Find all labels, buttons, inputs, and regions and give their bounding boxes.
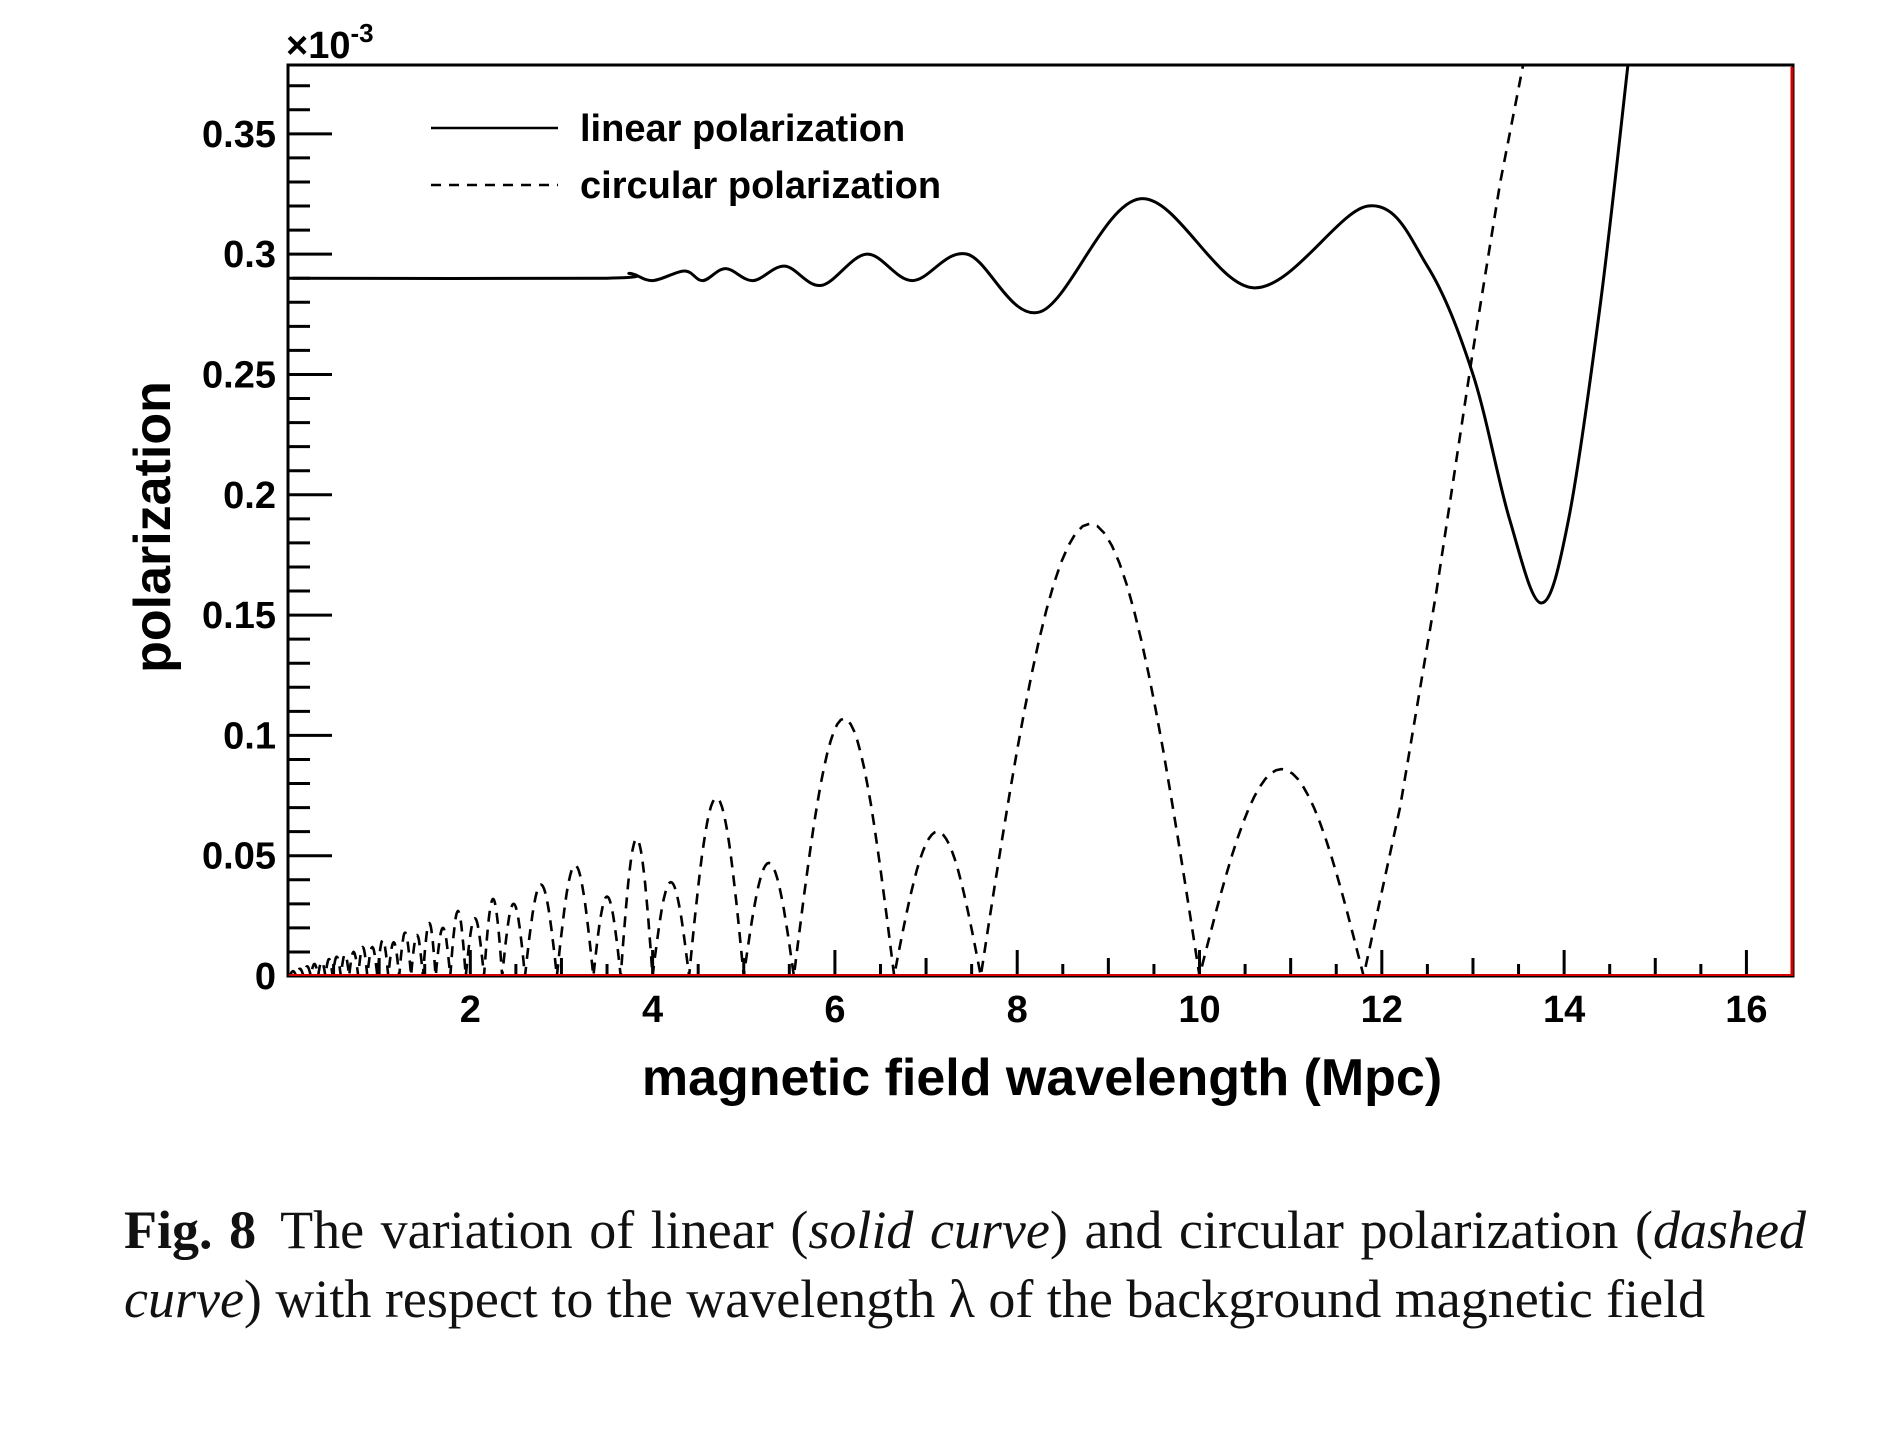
legend-circular-label: circular polarization: [580, 165, 941, 207]
y-tick-label: 0.35: [202, 114, 276, 156]
y-tick-label: 0.25: [202, 354, 276, 396]
y-tick-label: 0.2: [223, 475, 276, 517]
x-tick-label: 2: [460, 989, 481, 1031]
legend-linear-label: linear polarization: [580, 108, 905, 150]
y-tick-label: 0.05: [202, 836, 276, 878]
x-tick-label: 6: [824, 989, 845, 1031]
legend: linear polarization circular polarizatio…: [431, 108, 941, 207]
axis-ticks: [288, 84, 1748, 978]
x-tick-label: 4: [642, 989, 663, 1031]
y-multiplier: ×10-3: [286, 18, 374, 67]
figure-caption: Fig. 8 The variation of linear (solid cur…: [124, 1196, 1806, 1334]
caption-label: Fig. 8: [124, 1200, 257, 1260]
plot-curves: [288, 65, 1630, 976]
y-tick-label: 0.1: [223, 715, 276, 757]
caption-italic: dashed curve: [124, 1200, 1806, 1329]
caption-text: The variation of linear (: [280, 1200, 809, 1260]
caption-text: ) and circular polarization (: [1049, 1200, 1653, 1260]
x-tick-label: 16: [1725, 989, 1767, 1031]
circular-polarization-curve: [288, 65, 1525, 976]
x-axis-title: magnetic field wavelength (Mpc): [642, 1049, 1442, 1107]
y-tick-label: 0.15: [202, 595, 276, 637]
caption-italic: solid curve: [808, 1200, 1050, 1260]
x-tick-label: 14: [1543, 989, 1585, 1031]
x-tick-label: 12: [1361, 989, 1403, 1031]
y-tick-label: 0.3: [223, 234, 276, 276]
y-axis-title: polarization: [124, 381, 182, 673]
linear-polarization-curve: [292, 65, 1630, 605]
x-tick-label: 10: [1178, 989, 1220, 1031]
y-tick-label: 0: [255, 956, 276, 998]
caption-text: ) with respect to the wavelength λ of th…: [243, 1269, 1706, 1329]
x-tick-label: 8: [1007, 989, 1028, 1031]
